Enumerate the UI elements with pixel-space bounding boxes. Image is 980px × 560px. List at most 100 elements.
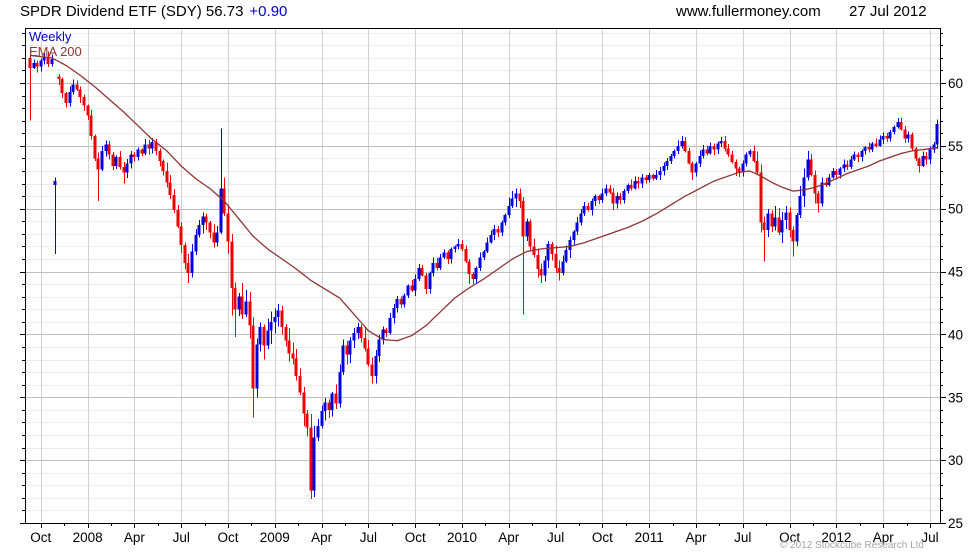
y-axis-label: 45 [948, 265, 963, 280]
candle-body [330, 393, 334, 410]
x-axis-label: Apr [311, 530, 333, 545]
candle-body [579, 213, 583, 223]
candle-body [863, 147, 867, 151]
x-axis-label: Jul [734, 530, 751, 545]
candle-body [93, 135, 97, 159]
candle-body [896, 121, 900, 127]
candle-body [827, 177, 831, 185]
y-axis-label: 35 [948, 390, 963, 405]
x-axis-label: Oct [405, 530, 426, 545]
candle-body [122, 167, 126, 173]
candle-body [582, 206, 586, 214]
candle-body [161, 160, 165, 171]
candle-body [287, 340, 291, 354]
legend-ema-label: EMA 200 [29, 44, 82, 59]
candle-body [53, 181, 57, 185]
candle-body [788, 212, 792, 231]
candle-body [564, 250, 568, 262]
candle-body [496, 228, 500, 233]
candle-body [165, 171, 169, 183]
candle-body [654, 174, 658, 179]
candle-body [60, 79, 64, 94]
candle-body [903, 129, 907, 139]
candle-body [374, 355, 378, 376]
website-link[interactable]: www.fullermoney.com [676, 3, 821, 20]
candle-body [802, 177, 806, 197]
candle-body [762, 222, 766, 231]
y-axis-label: 30 [948, 453, 963, 468]
candle-body [474, 267, 478, 280]
candle-body [208, 222, 212, 233]
candle-body [68, 91, 72, 104]
candle-body [539, 269, 543, 276]
candle-body [406, 285, 410, 296]
candle-body [291, 353, 295, 359]
candle-body [536, 255, 540, 270]
candle-body [150, 142, 154, 149]
x-axis-label: 2009 [260, 530, 290, 545]
candle-body [546, 243, 550, 261]
plot-border [25, 28, 941, 524]
candle-body [644, 177, 648, 180]
candle-body [215, 232, 219, 243]
candle-body [420, 267, 424, 276]
candle-body [158, 150, 162, 161]
candle-body [298, 375, 302, 393]
candle-body [464, 248, 468, 262]
candle-body [590, 201, 594, 210]
candle-body [320, 411, 324, 427]
candle-body [615, 196, 619, 204]
candle-body [525, 221, 529, 237]
x-axis-label: Apr [498, 530, 520, 545]
candle-body [197, 225, 201, 236]
candle-body [842, 164, 846, 169]
candle-body [71, 84, 75, 92]
candle-body [744, 154, 748, 164]
candle-body [878, 139, 882, 146]
x-axis-label: Oct [30, 530, 51, 545]
candle-body [608, 188, 612, 193]
candle-body [780, 220, 784, 233]
candle-body [784, 212, 788, 221]
candle-body [237, 296, 241, 310]
candle-body [147, 144, 151, 149]
candle-body [910, 134, 914, 149]
candle-body [100, 150, 104, 170]
candle-body [791, 230, 795, 242]
candle-body [212, 232, 216, 243]
candle-body [240, 296, 244, 315]
candle-body [276, 310, 280, 317]
candle-body [730, 154, 734, 163]
candle-body [600, 193, 604, 200]
candle-body [914, 148, 918, 159]
candle-body [708, 145, 712, 154]
candle-body [190, 251, 194, 273]
candle-body [636, 181, 640, 184]
candle-body [244, 301, 248, 315]
candle-body [838, 168, 842, 175]
x-axis-label: 2010 [447, 530, 477, 545]
y-axis-label: 55 [948, 139, 963, 154]
candle-body [442, 252, 446, 258]
candle-body [42, 56, 46, 61]
candle-body [932, 144, 936, 150]
candle-body [453, 246, 457, 249]
candle-body [719, 140, 723, 144]
price-change-badge: +0.90 [249, 3, 288, 20]
candle-body [888, 132, 892, 139]
candle-body [593, 196, 597, 202]
candle-body [622, 191, 626, 200]
candle-body [845, 164, 849, 168]
candle-body [438, 257, 442, 268]
candle-body [618, 196, 622, 200]
candle-body [366, 348, 370, 365]
candle-body [647, 174, 651, 180]
candle-body [280, 310, 284, 327]
candle-body [816, 193, 820, 204]
candle-body [806, 159, 810, 178]
candle-body [572, 231, 576, 241]
candle-body [687, 150, 691, 164]
candle-body [352, 333, 356, 341]
